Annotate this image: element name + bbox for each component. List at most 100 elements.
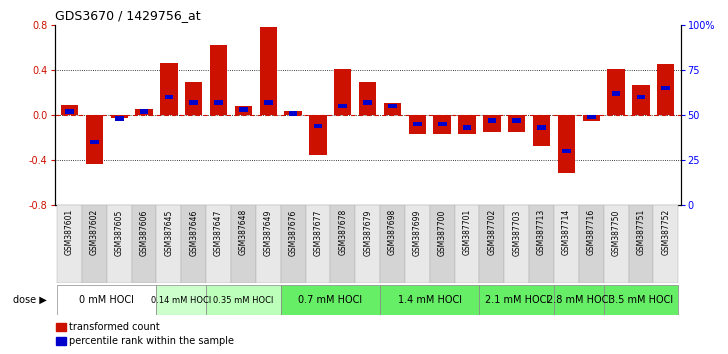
Bar — [438, 122, 446, 126]
Bar — [210, 45, 227, 115]
Text: 2.1 mM HOCl: 2.1 mM HOCl — [485, 295, 549, 305]
Bar — [239, 107, 248, 112]
Bar — [562, 149, 571, 153]
Bar — [413, 122, 422, 126]
Text: GSM387605: GSM387605 — [115, 209, 124, 256]
Bar — [582, 115, 600, 121]
Text: transformed count: transformed count — [69, 322, 160, 332]
Bar — [380, 285, 480, 315]
Bar — [587, 115, 596, 119]
Bar — [384, 103, 401, 115]
Bar — [90, 140, 99, 144]
Bar — [260, 27, 277, 115]
Text: GSM387602: GSM387602 — [90, 209, 99, 256]
Bar — [579, 205, 604, 283]
Bar — [612, 91, 620, 96]
Bar — [115, 116, 124, 121]
Text: GSM387698: GSM387698 — [388, 209, 397, 256]
Bar — [405, 205, 430, 283]
Bar — [181, 205, 206, 283]
Text: GSM387679: GSM387679 — [363, 209, 372, 256]
Bar — [66, 109, 74, 114]
Bar — [281, 285, 380, 315]
Bar — [135, 109, 153, 115]
Text: GSM387649: GSM387649 — [264, 209, 273, 256]
Text: GSM387601: GSM387601 — [65, 209, 74, 256]
Bar — [388, 104, 397, 108]
Bar — [607, 69, 625, 115]
Text: GSM387752: GSM387752 — [661, 209, 670, 256]
Bar — [231, 205, 256, 283]
Bar — [408, 115, 426, 134]
Text: 0.35 mM HOCl: 0.35 mM HOCl — [213, 296, 274, 304]
Bar — [554, 285, 604, 315]
Bar — [636, 95, 645, 99]
Bar — [189, 100, 198, 105]
Text: percentile rank within the sample: percentile rank within the sample — [69, 336, 234, 346]
Bar — [459, 115, 475, 134]
Bar — [306, 205, 331, 283]
Bar — [604, 205, 628, 283]
Bar — [537, 125, 546, 130]
Text: GSM387648: GSM387648 — [239, 209, 248, 256]
Bar — [82, 205, 107, 283]
Bar — [132, 205, 157, 283]
Text: GSM387714: GSM387714 — [562, 209, 571, 256]
Bar — [264, 100, 272, 105]
Bar — [57, 337, 66, 345]
Bar — [463, 125, 471, 130]
Bar — [508, 115, 526, 132]
Bar — [480, 285, 554, 315]
Text: 1.4 mM HOCl: 1.4 mM HOCl — [397, 295, 462, 305]
Text: dose ▶: dose ▶ — [12, 295, 47, 305]
Bar — [433, 115, 451, 134]
Bar — [111, 115, 128, 119]
Text: 0.7 mM HOCl: 0.7 mM HOCl — [298, 295, 363, 305]
Bar — [339, 104, 347, 108]
Bar — [256, 205, 281, 283]
Bar — [314, 124, 323, 128]
Bar — [160, 63, 178, 115]
Text: 0.14 mM HOCl: 0.14 mM HOCl — [151, 296, 211, 304]
Bar — [206, 285, 281, 315]
Bar — [57, 323, 66, 331]
Bar — [533, 115, 550, 145]
Bar — [165, 95, 173, 99]
Bar — [628, 205, 653, 283]
Bar — [483, 115, 501, 132]
Text: GSM387676: GSM387676 — [288, 209, 298, 256]
Bar — [380, 205, 405, 283]
Bar — [657, 64, 674, 115]
Text: GSM387701: GSM387701 — [462, 209, 472, 256]
Bar — [157, 205, 181, 283]
Bar — [331, 205, 355, 283]
Bar — [285, 110, 302, 115]
Text: GSM387646: GSM387646 — [189, 209, 198, 256]
Text: GSM387716: GSM387716 — [587, 209, 596, 256]
Bar — [107, 205, 132, 283]
Text: GSM387678: GSM387678 — [339, 209, 347, 256]
Bar — [206, 205, 231, 283]
Bar — [632, 85, 649, 115]
Text: GSM387703: GSM387703 — [513, 209, 521, 256]
Bar — [488, 118, 496, 123]
Bar — [289, 111, 298, 115]
Text: GSM387750: GSM387750 — [612, 209, 620, 256]
Text: GSM387700: GSM387700 — [438, 209, 447, 256]
Bar — [454, 205, 480, 283]
Bar — [355, 205, 380, 283]
Bar — [529, 205, 554, 283]
Text: GSM387647: GSM387647 — [214, 209, 223, 256]
Bar — [363, 100, 372, 105]
Bar — [309, 115, 327, 155]
Text: 3.5 mM HOCl: 3.5 mM HOCl — [609, 295, 673, 305]
Text: GSM387645: GSM387645 — [165, 209, 173, 256]
Text: GSM387751: GSM387751 — [636, 209, 646, 256]
Bar — [140, 109, 149, 114]
Text: GDS3670 / 1429756_at: GDS3670 / 1429756_at — [55, 9, 200, 22]
Bar — [281, 205, 306, 283]
Bar — [480, 205, 505, 283]
Bar — [554, 205, 579, 283]
Text: 0 mM HOCl: 0 mM HOCl — [79, 295, 134, 305]
Bar — [604, 285, 678, 315]
